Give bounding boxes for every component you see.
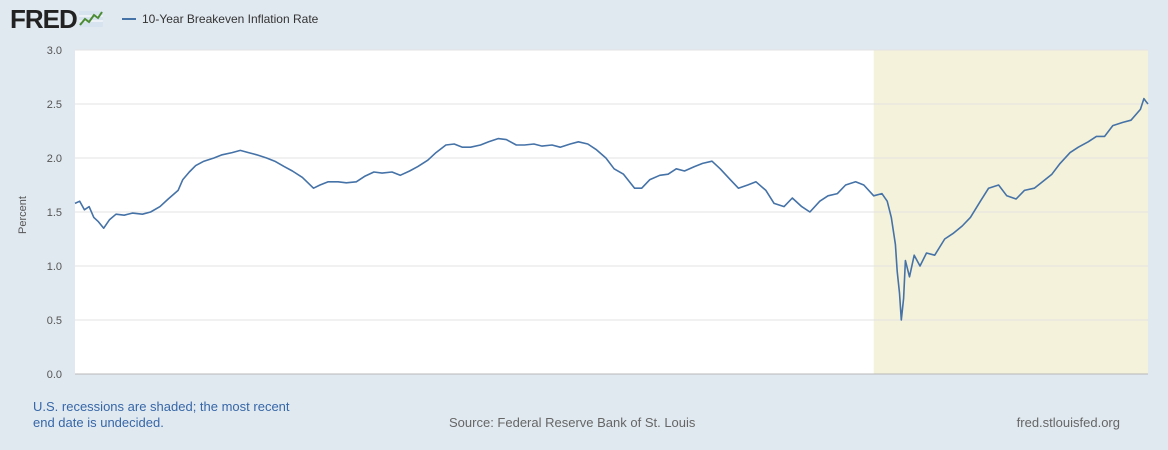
gridlines: [75, 49, 1148, 375]
y-axis-tick-labels: 0.0 0.5 1.0 1.5 2.0 2.5 3.0: [47, 45, 62, 381]
y-tick-label: 2.0: [47, 153, 62, 165]
fred-logo-text: FRED: [10, 4, 78, 34]
y-tick-label: 0.0: [47, 369, 62, 381]
recession-note: U.S. recessions are shaded; the most rec…: [33, 399, 363, 431]
legend-label: 10-Year Breakeven Inflation Rate: [142, 12, 319, 26]
legend-swatch: [122, 18, 136, 20]
y-tick-label: 1.5: [47, 207, 62, 219]
recession-note-line-1: U.S. recessions are shaded; the most rec…: [33, 399, 290, 414]
y-tick-label: 2.5: [47, 99, 62, 111]
fred-logo[interactable]: FRED: [10, 4, 103, 34]
fred-chart-logo-icon: [78, 11, 103, 27]
series-group: [74, 97, 1149, 321]
source-credit: Source: Federal Reserve Bank of St. Loui…: [449, 415, 696, 430]
y-tick-label: 0.5: [47, 315, 62, 327]
series-line[interactable]: [74, 97, 1149, 321]
recession-note-line-2: end date is undecided.: [33, 415, 164, 430]
chart-legend: 10-Year Breakeven Inflation Rate: [122, 10, 318, 28]
y-tick-label: 1.0: [47, 261, 62, 273]
site-link[interactable]: fred.stlouisfed.org: [1016, 415, 1120, 430]
line-chart: 0.00.51.01.52.02.53.0 2016-072017-012017…: [17, 45, 1149, 381]
y-tick-label: 3.0: [47, 45, 62, 57]
y-axis-label: Percent: [17, 196, 29, 234]
header: FRED 10-Year Breakeven Inflation Rate: [0, 0, 1168, 40]
